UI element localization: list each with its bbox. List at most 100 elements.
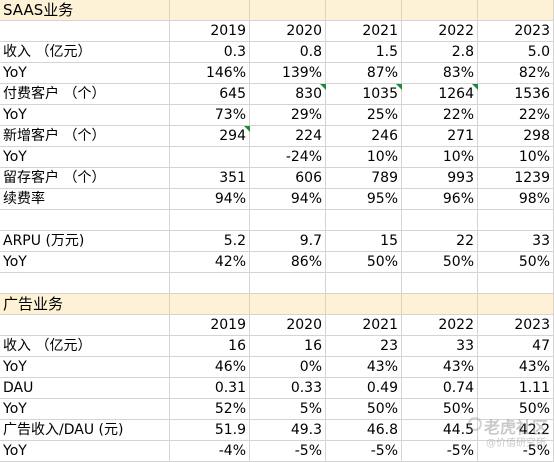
table-cell[interactable]: 5.0: [478, 42, 554, 63]
table-cell[interactable]: 2020: [250, 21, 326, 42]
table-cell[interactable]: 23: [326, 336, 402, 357]
table-cell[interactable]: 50%: [402, 252, 478, 273]
table-cell[interactable]: 51.9: [170, 420, 250, 441]
table-cell[interactable]: 2022: [402, 315, 478, 336]
table-cell[interactable]: 98%: [478, 189, 554, 210]
row-label[interactable]: YoY: [0, 357, 170, 378]
row-label[interactable]: [0, 315, 170, 336]
row-label[interactable]: YoY: [0, 147, 170, 168]
table-cell[interactable]: 83%: [402, 63, 478, 84]
table-cell[interactable]: 10%: [402, 147, 478, 168]
row-label[interactable]: YoY: [0, 441, 170, 462]
table-cell[interactable]: 224: [250, 126, 326, 147]
table-cell[interactable]: [478, 210, 554, 231]
table-cell[interactable]: 271: [402, 126, 478, 147]
table-cell[interactable]: 2019: [170, 21, 250, 42]
table-cell[interactable]: 1264: [402, 84, 478, 105]
table-cell[interactable]: [326, 273, 402, 294]
table-cell[interactable]: 789: [326, 168, 402, 189]
table-cell[interactable]: 86%: [250, 252, 326, 273]
table-cell[interactable]: 46%: [170, 357, 250, 378]
table-cell[interactable]: [250, 294, 326, 315]
table-cell[interactable]: 29%: [250, 105, 326, 126]
table-cell[interactable]: 43%: [478, 357, 554, 378]
table-cell[interactable]: 25%: [326, 105, 402, 126]
table-cell[interactable]: 47: [478, 336, 554, 357]
table-cell[interactable]: 0.49: [326, 378, 402, 399]
table-cell[interactable]: [478, 0, 554, 21]
table-cell[interactable]: 22%: [402, 105, 478, 126]
table-cell[interactable]: 246: [326, 126, 402, 147]
table-cell[interactable]: 5%: [250, 399, 326, 420]
table-cell[interactable]: 94%: [250, 189, 326, 210]
table-cell[interactable]: -4%: [170, 441, 250, 462]
table-cell[interactable]: 9.7: [250, 231, 326, 252]
table-cell[interactable]: 15: [326, 231, 402, 252]
table-cell[interactable]: [170, 210, 250, 231]
table-cell[interactable]: 52%: [170, 399, 250, 420]
section-title[interactable]: 广告业务: [0, 294, 170, 315]
row-label[interactable]: YoY: [0, 63, 170, 84]
table-cell[interactable]: 1239: [478, 168, 554, 189]
table-cell[interactable]: [170, 294, 250, 315]
table-cell[interactable]: [250, 0, 326, 21]
row-label[interactable]: YoY: [0, 252, 170, 273]
table-cell[interactable]: 2022: [402, 21, 478, 42]
table-cell[interactable]: [402, 0, 478, 21]
row-label[interactable]: 付费客户 （个）: [0, 84, 170, 105]
table-cell[interactable]: 94%: [170, 189, 250, 210]
row-label[interactable]: 收入 （亿元）: [0, 42, 170, 63]
table-cell[interactable]: 16: [250, 336, 326, 357]
table-cell[interactable]: 1536: [478, 84, 554, 105]
table-cell[interactable]: 43%: [402, 357, 478, 378]
table-cell[interactable]: 50%: [478, 252, 554, 273]
table-cell[interactable]: 1035: [326, 84, 402, 105]
table-cell[interactable]: 139%: [250, 63, 326, 84]
row-label[interactable]: 新增客户 （个）: [0, 126, 170, 147]
table-cell[interactable]: 46.8: [326, 420, 402, 441]
comment-indicator-icon[interactable]: [396, 84, 402, 90]
comment-indicator-icon[interactable]: [244, 126, 250, 132]
table-cell[interactable]: -5%: [402, 441, 478, 462]
row-label[interactable]: 留存客户 （个）: [0, 168, 170, 189]
table-cell[interactable]: 0.33: [250, 378, 326, 399]
table-cell[interactable]: [326, 294, 402, 315]
table-cell[interactable]: 33: [478, 231, 554, 252]
table-cell[interactable]: 2.8: [402, 42, 478, 63]
table-cell[interactable]: 44.5: [402, 420, 478, 441]
row-label[interactable]: 续费率: [0, 189, 170, 210]
table-cell[interactable]: 2021: [326, 315, 402, 336]
table-cell[interactable]: 95%: [326, 189, 402, 210]
table-cell[interactable]: [170, 0, 250, 21]
row-label[interactable]: 收入 （亿元）: [0, 336, 170, 357]
table-cell[interactable]: 294: [170, 126, 250, 147]
table-cell[interactable]: 87%: [326, 63, 402, 84]
table-cell[interactable]: [402, 210, 478, 231]
row-label[interactable]: 广告收入/DAU (元): [0, 420, 170, 441]
table-cell[interactable]: 82%: [478, 63, 554, 84]
section-title[interactable]: SAAS业务: [0, 0, 170, 21]
table-cell[interactable]: 50%: [478, 399, 554, 420]
table-cell[interactable]: 10%: [478, 147, 554, 168]
row-label[interactable]: YoY: [0, 399, 170, 420]
table-cell[interactable]: 73%: [170, 105, 250, 126]
table-cell[interactable]: [250, 273, 326, 294]
row-label[interactable]: [0, 273, 170, 294]
table-cell[interactable]: 50%: [402, 399, 478, 420]
table-cell[interactable]: 0.31: [170, 378, 250, 399]
table-cell[interactable]: [170, 147, 250, 168]
table-cell[interactable]: 606: [250, 168, 326, 189]
table-cell[interactable]: 0%: [250, 357, 326, 378]
table-cell[interactable]: 2023: [478, 21, 554, 42]
table-cell[interactable]: -5%: [326, 441, 402, 462]
table-cell[interactable]: [326, 210, 402, 231]
table-cell[interactable]: [402, 294, 478, 315]
table-cell[interactable]: 33: [402, 336, 478, 357]
table-cell[interactable]: [478, 273, 554, 294]
table-cell[interactable]: [170, 273, 250, 294]
table-cell[interactable]: 0.3: [170, 42, 250, 63]
table-cell[interactable]: 43%: [326, 357, 402, 378]
table-cell[interactable]: 298: [478, 126, 554, 147]
table-cell[interactable]: [250, 210, 326, 231]
row-label[interactable]: [0, 21, 170, 42]
